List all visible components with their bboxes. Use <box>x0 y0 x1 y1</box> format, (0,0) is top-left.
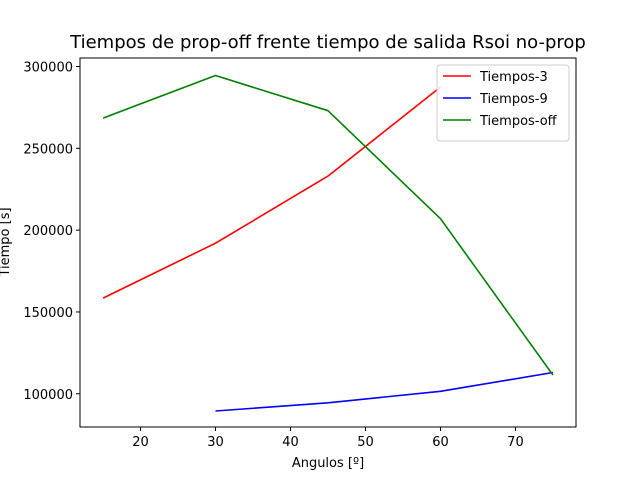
legend-label: Tiempos-off <box>479 114 558 129</box>
series-line-tiempos-3 <box>102 86 441 299</box>
x-tick-label: 40 <box>282 435 299 450</box>
x-tick-label: 50 <box>357 435 374 450</box>
y-tick-label: 150000 <box>23 306 73 321</box>
y-axis: 100000 150000 200000 250000 300000 <box>23 61 80 403</box>
chart-title: Tiempos de prop-off frente tiempo de sal… <box>69 32 586 53</box>
x-axis: 20 30 40 50 60 70 <box>132 427 524 450</box>
y-tick-label: 300000 <box>23 61 73 76</box>
x-tick-label: 30 <box>207 435 224 450</box>
x-tick-label: 60 <box>432 435 449 450</box>
y-tick-label: 100000 <box>23 388 73 403</box>
x-tick-label: 20 <box>132 435 149 450</box>
x-tick-label: 70 <box>507 435 524 450</box>
series-layer <box>102 74 554 412</box>
legend: Tiempos-3 Tiempos-9 Tiempos-off <box>436 64 570 142</box>
y-tick-label: 250000 <box>23 142 73 157</box>
y-axis-label: Tiempo [s] <box>0 207 13 277</box>
plot-area <box>79 57 577 428</box>
x-axis-label: Angulos [º] <box>292 456 364 471</box>
series-line-tiempos-9 <box>215 371 554 412</box>
series-line-tiempos-off <box>102 74 554 376</box>
legend-label: Tiempos-3 <box>479 70 548 85</box>
legend-box <box>436 64 570 142</box>
legend-label: Tiempos-9 <box>479 92 548 107</box>
y-tick-label: 200000 <box>23 224 73 239</box>
